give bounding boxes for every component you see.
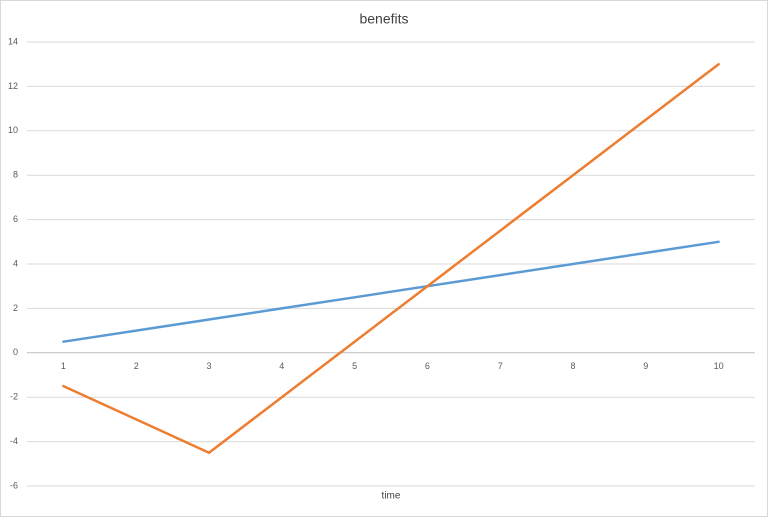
x-tick-label: 7 [498, 361, 503, 371]
chart-title: benefits [359, 11, 408, 27]
x-tick-label: 3 [206, 361, 211, 371]
x-tick-label: 9 [643, 361, 648, 371]
y-tick-label: 10 [8, 125, 18, 135]
y-tick-label: -6 [10, 480, 18, 490]
y-tick-label: 8 [13, 170, 18, 180]
y-tick-label: 2 [13, 303, 18, 313]
x-tick-label: 10 [714, 361, 724, 371]
y-tick-label: -2 [10, 392, 18, 402]
x-axis-label: time [382, 491, 401, 502]
y-tick-label: 6 [13, 214, 18, 224]
y-tick-label: 0 [13, 347, 18, 357]
series-line [62, 62, 720, 454]
y-tick-label: 12 [8, 81, 18, 91]
x-tick-label: 5 [352, 361, 357, 371]
y-tick-label: 14 [8, 36, 18, 46]
series-line [62, 240, 720, 343]
x-tick-label: 8 [570, 361, 575, 371]
x-tick-label: 4 [279, 361, 284, 371]
y-tick-label: -4 [10, 436, 18, 446]
x-tick-label: 6 [425, 361, 430, 371]
x-tick-label: 2 [134, 361, 139, 371]
x-tick-label: 1 [61, 361, 66, 371]
y-tick-label: 4 [13, 258, 18, 268]
